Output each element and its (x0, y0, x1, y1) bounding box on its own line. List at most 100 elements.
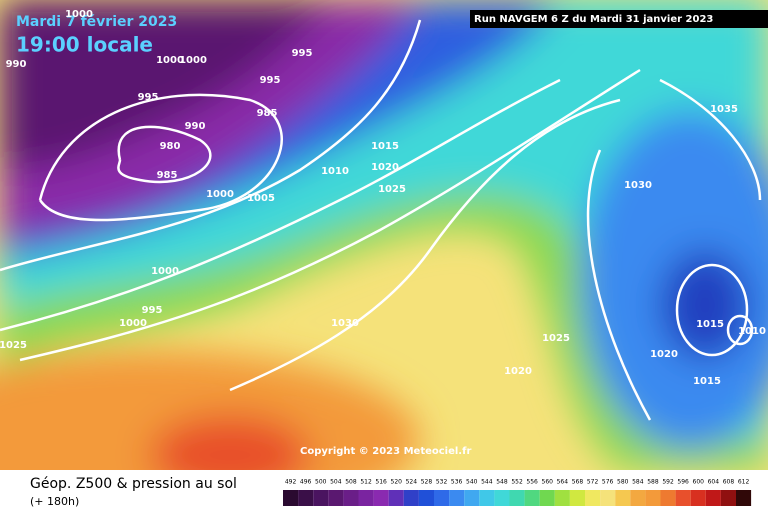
scale-label: 580 (617, 479, 629, 486)
isobar-label: 1025 (378, 184, 406, 195)
isobar-label: 1015 (693, 376, 721, 387)
copyright: Copyright © 2023 Meteociel.fr (300, 446, 471, 457)
isobar-label: 1025 (542, 333, 570, 344)
isobar-label: 995 (260, 75, 281, 86)
isobar-label: 1005 (247, 193, 275, 204)
scale-swatch (479, 490, 495, 506)
scale-label: 576 (602, 479, 614, 486)
scale-label: 560 (542, 479, 554, 486)
scale-swatch (615, 490, 631, 506)
isobar-label: 1000 (179, 55, 207, 66)
isobar-label: 1030 (624, 180, 652, 191)
scale-label: 600 (693, 479, 705, 486)
run: Run NAVGEM 6 Z du Mardi 31 janvier 2023 (474, 14, 713, 25)
scale-swatch (705, 490, 721, 506)
isobar-label: 1010 (321, 166, 349, 177)
scale-swatch (494, 490, 510, 506)
scale-swatch (675, 490, 691, 506)
scale-swatch (539, 490, 555, 506)
scale-swatch (403, 490, 419, 506)
scale-label: 568 (572, 479, 584, 486)
scale-label: 556 (526, 479, 538, 486)
scale-swatch (524, 490, 540, 506)
color-scale: 492 496 500 504 508 512 516 520 524 528 532 536 540 5… (283, 479, 752, 506)
scale-label: 504 (330, 479, 342, 486)
scale-label: 524 (406, 479, 418, 486)
scale-swatch (283, 490, 299, 506)
isobar-label: 1000 (156, 55, 184, 66)
isobar-label: 1035 (710, 104, 738, 115)
scale-swatch (600, 490, 616, 506)
scale-swatch (736, 490, 752, 506)
isobar-label: 995 (142, 305, 163, 316)
footer-title: Géop. Z500 & pression au sol (30, 476, 237, 492)
scale-swatch (343, 490, 359, 506)
scale-label: 588 (647, 479, 659, 486)
scale-swatch (434, 490, 450, 506)
isobar-label: 1000 (151, 266, 179, 277)
footer-lead: (+ 180h) (30, 495, 79, 508)
scale-label: 612 (738, 479, 750, 486)
isobar-label: 1030 (331, 318, 359, 329)
scale-swatch (660, 490, 676, 506)
scale-swatch (690, 490, 706, 506)
scale-label: 516 (375, 479, 387, 486)
scale-label: 508 (345, 479, 357, 486)
isobar-label: 985 (257, 108, 278, 119)
header: Mardi 7 février 2023 19:00 locale Run NA… (16, 10, 768, 57)
scale-label: 596 (677, 479, 689, 486)
scale-swatch (313, 490, 329, 506)
scale-swatch (720, 490, 736, 506)
isobar-label: 995 (292, 48, 313, 59)
scale-label: 572 (587, 479, 599, 486)
scale-swatch (418, 490, 434, 506)
isobar-label: 1000 (65, 9, 93, 20)
scale-label: 540 (466, 479, 478, 486)
scale-swatch (298, 490, 314, 506)
scale-swatch (328, 490, 344, 506)
isobar-label: 985 (157, 170, 178, 181)
isobar-label: 1000 (119, 318, 147, 329)
scale-label: 604 (708, 479, 720, 486)
scale-swatch (509, 490, 525, 506)
run-box (470, 10, 768, 28)
scale-swatch (449, 490, 465, 506)
scale-label: 564 (557, 479, 569, 486)
isobar-label: 990 (6, 59, 27, 70)
isobar-label: 995 (138, 92, 159, 103)
scale-label: 496 (300, 479, 312, 486)
scale-label: 492 (285, 479, 297, 486)
scale-label: 520 (391, 479, 403, 486)
scale-label: 500 (315, 479, 327, 486)
isobar-label: 1010 (738, 326, 766, 337)
scale-label: 532 (436, 479, 448, 486)
scale-swatch (569, 490, 585, 506)
date: Mardi 7 février 2023 (16, 14, 177, 30)
isobar-label: 980 (160, 141, 181, 152)
scale-swatch (373, 490, 389, 506)
scale-label: 592 (662, 479, 674, 486)
scale-label: 536 (451, 479, 463, 486)
scale-label: 552 (511, 479, 523, 486)
scale-label: 548 (496, 479, 508, 486)
time: 19:00 locale (16, 33, 153, 57)
scale-label: 544 (481, 479, 493, 486)
isobar-label: 1025 (0, 340, 27, 351)
scale-swatch (554, 490, 570, 506)
scale-swatch (645, 490, 661, 506)
isobar-label: 1020 (371, 162, 399, 173)
scale-label: 512 (360, 479, 372, 486)
scale-swatch (388, 490, 404, 506)
isobar-label: 1020 (504, 366, 532, 377)
scale-swatch (358, 490, 374, 506)
scale-swatch (630, 490, 646, 506)
scale-swatch (464, 490, 480, 506)
scale-label: 528 (421, 479, 433, 486)
isobar-label: 1015 (371, 141, 399, 152)
isobar-label: 1000 (206, 189, 234, 200)
isobars (0, 19, 762, 421)
isobar-label: 990 (185, 121, 206, 132)
